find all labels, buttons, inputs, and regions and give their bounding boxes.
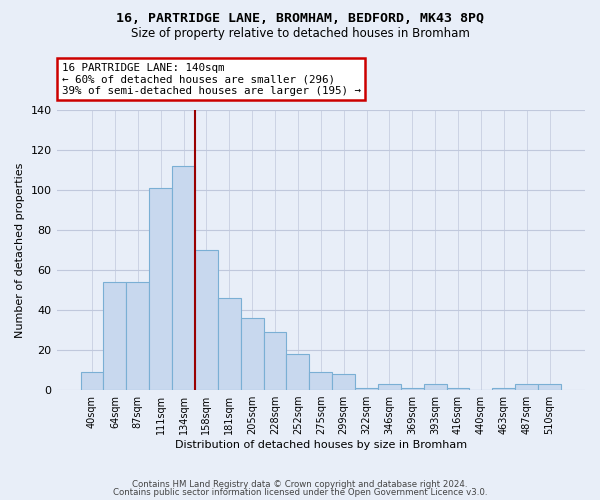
Bar <box>263 332 286 390</box>
Bar <box>241 318 263 390</box>
Bar <box>286 354 310 390</box>
Bar <box>538 384 561 390</box>
Bar <box>493 388 515 390</box>
Bar <box>332 374 355 390</box>
Y-axis label: Number of detached properties: Number of detached properties <box>15 162 25 338</box>
Bar <box>424 384 446 390</box>
Text: Contains HM Land Registry data © Crown copyright and database right 2024.: Contains HM Land Registry data © Crown c… <box>132 480 468 489</box>
Bar <box>172 166 195 390</box>
Bar <box>149 188 172 390</box>
Bar <box>355 388 378 390</box>
Bar <box>195 250 218 390</box>
Bar <box>80 372 103 390</box>
Bar <box>103 282 127 390</box>
Bar <box>218 298 241 390</box>
Text: Contains public sector information licensed under the Open Government Licence v3: Contains public sector information licen… <box>113 488 487 497</box>
Text: 16, PARTRIDGE LANE, BROMHAM, BEDFORD, MK43 8PQ: 16, PARTRIDGE LANE, BROMHAM, BEDFORD, MK… <box>116 12 484 26</box>
Bar <box>127 282 149 390</box>
Bar <box>310 372 332 390</box>
Bar <box>446 388 469 390</box>
Text: 16 PARTRIDGE LANE: 140sqm
← 60% of detached houses are smaller (296)
39% of semi: 16 PARTRIDGE LANE: 140sqm ← 60% of detac… <box>62 62 361 96</box>
Bar <box>378 384 401 390</box>
Text: Size of property relative to detached houses in Bromham: Size of property relative to detached ho… <box>131 28 469 40</box>
X-axis label: Distribution of detached houses by size in Bromham: Distribution of detached houses by size … <box>175 440 467 450</box>
Bar <box>401 388 424 390</box>
Bar <box>515 384 538 390</box>
